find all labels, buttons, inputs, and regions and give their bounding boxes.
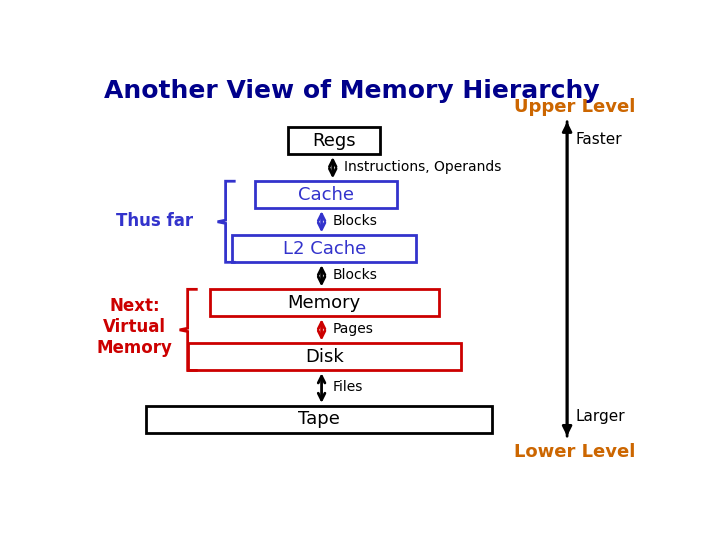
Text: Files: Files <box>333 380 363 394</box>
Text: Regs: Regs <box>312 132 356 150</box>
Text: Tape: Tape <box>298 410 340 428</box>
Text: Faster: Faster <box>575 132 622 147</box>
Bar <box>255 181 397 208</box>
Bar <box>188 343 461 370</box>
Text: Memory: Memory <box>288 294 361 312</box>
Text: Another View of Memory Hierarchy: Another View of Memory Hierarchy <box>104 79 600 103</box>
Text: Larger: Larger <box>575 409 625 424</box>
Text: Instructions, Operands: Instructions, Operands <box>344 160 501 174</box>
Text: Next:
Virtual
Memory: Next: Virtual Memory <box>96 297 173 356</box>
Text: Disk: Disk <box>305 348 343 366</box>
Text: Blocks: Blocks <box>333 214 377 228</box>
Bar <box>288 127 380 154</box>
Text: Pages: Pages <box>333 322 374 336</box>
Bar <box>233 235 416 262</box>
Text: Thus far: Thus far <box>116 212 193 230</box>
Text: Lower Level: Lower Level <box>514 443 636 461</box>
Bar <box>210 289 438 316</box>
Text: Blocks: Blocks <box>333 268 377 282</box>
Text: Upper Level: Upper Level <box>514 98 636 116</box>
Bar <box>145 406 492 433</box>
Text: L2 Cache: L2 Cache <box>283 240 366 258</box>
Text: Cache: Cache <box>298 186 354 204</box>
